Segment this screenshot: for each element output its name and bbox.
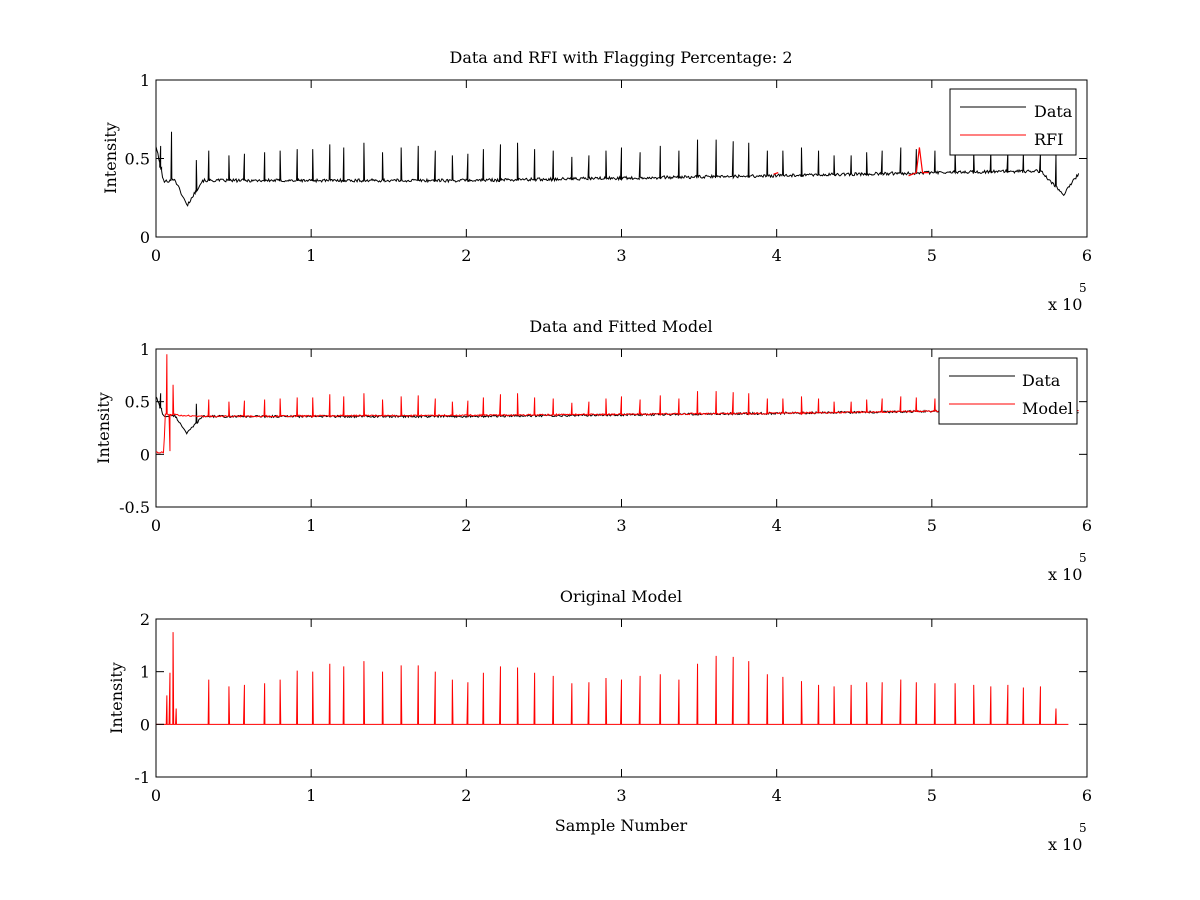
subplot-2-legend-box (938, 357, 1078, 425)
subplot-3-x-axis-label: Sample Number (555, 816, 688, 835)
subplot-1-x-tick-label: 0 (151, 246, 161, 265)
subplot-3-x-tick-label: 5 (927, 786, 937, 805)
subplot-3-plot-area (155, 618, 1088, 778)
subplot-1-legend: Data RFI (949, 88, 1077, 156)
subplot-3-y-tick-label: 0 (140, 715, 150, 734)
subplot-2-legend: Data Model (938, 357, 1078, 425)
subplot-1-x-tick-label: 3 (616, 246, 626, 265)
subplot-2-axes-frame (155, 348, 1088, 508)
subplot-1-x-tick-label: 4 (772, 246, 782, 265)
subplot-1: Data and RFI with Flagging Percentage: 2… (101, 48, 1092, 314)
subplot-3-series-model-line (156, 632, 1069, 725)
subplot-3-title: Original Model (560, 587, 682, 606)
subplot-2-x-multiplier: x 10 (1048, 565, 1082, 584)
subplot-2-legend-model-label: Model (1022, 399, 1073, 418)
subplot-3-x-multiplier-exponent: 5 (1079, 821, 1087, 835)
subplot-1-series-rfi-line-segment-2 (908, 147, 929, 177)
subplot-1-x-tick-label: 5 (927, 246, 937, 265)
subplot-2-x-tick-label: 5 (927, 516, 937, 535)
subplot-1-x-multiplier: x 10 (1048, 295, 1082, 314)
subplot-3-y-tick-label: 2 (140, 610, 150, 629)
subplot-3-x-tick-label: 0 (151, 786, 161, 805)
subplot-3-x-tick-label: 6 (1082, 786, 1092, 805)
subplot-2-x-tick-label: 2 (461, 516, 471, 535)
subplot-2-x-tick-label: 6 (1082, 516, 1092, 535)
subplot-3-x-tick-label: 1 (306, 786, 316, 805)
subplot-2-ticks: 0 1 2 3 4 5 6-0.500.51 (119, 340, 1092, 535)
subplot-1-ticks: 0 1 2 3 4 5 6 0 0.5 1 (125, 71, 1093, 265)
subplot-2-x-multiplier-exponent: 5 (1079, 551, 1087, 565)
subplot-1-legend-box (949, 88, 1077, 156)
subplot-1-x-tick-label: 2 (461, 246, 471, 265)
subplot-1-y-tick-label: 1 (140, 71, 150, 90)
subplot-1-y-tick-label: 0.5 (125, 150, 150, 169)
subplot-2: Data and Fitted Model 0 1 2 3 4 5 6-0.500.51 I… (94, 317, 1092, 584)
subplot-2-x-tick-label: 1 (306, 516, 316, 535)
subplot-1-legend-rfi-label: RFI (1034, 130, 1063, 149)
subplot-3-y-axis-label: Intensity (107, 662, 126, 734)
subplot-3-y-tick-label: -1 (134, 768, 150, 787)
subplot-2-x-tick-label: 4 (772, 516, 782, 535)
subplot-1-plot-area (155, 79, 1088, 238)
subplot-2-x-tick-label: 3 (616, 516, 626, 535)
subplot-1-series-rfi-line-segment-1 (773, 172, 779, 175)
subplot-2-y-tick-label: 0.5 (125, 393, 150, 412)
subplot-2-y-axis-label: Intensity (94, 392, 113, 464)
subplot-1-legend-data-label: Data (1034, 102, 1073, 121)
subplot-3-x-tick-label: 4 (772, 786, 782, 805)
subplot-3-x-tick-label: 2 (461, 786, 471, 805)
subplot-2-x-tick-label: 0 (151, 516, 161, 535)
subplot-2-series-model-line (155, 354, 1079, 454)
subplot-2-y-tick-label: 0 (140, 445, 150, 464)
subplot-2-y-tick-label: -0.5 (119, 498, 150, 517)
subplot-1-y-axis-label: Intensity (101, 122, 120, 194)
subplot-1-series-data-line (155, 131, 1080, 207)
subplot-3-x-tick-label: 3 (616, 786, 626, 805)
subplot-3-x-multiplier: x 10 (1048, 835, 1082, 854)
subplot-2-title: Data and Fitted Model (529, 317, 712, 336)
subplot-1-y-tick-label: 0 (140, 228, 150, 247)
subplot-1-x-tick-label: 6 (1082, 246, 1092, 265)
subplot-2-legend-data-label: Data (1022, 371, 1061, 390)
subplot-3-y-tick-label: 1 (140, 663, 150, 682)
subplot-2-y-tick-label: 1 (140, 340, 150, 359)
subplot-1-title: Data and RFI with Flagging Percentage: 2 (449, 48, 792, 67)
subplot-1-x-tick-label: 1 (306, 246, 316, 265)
subplot-2-plot-area (155, 348, 1088, 508)
subplot-1-x-multiplier-exponent: 5 (1079, 281, 1087, 295)
